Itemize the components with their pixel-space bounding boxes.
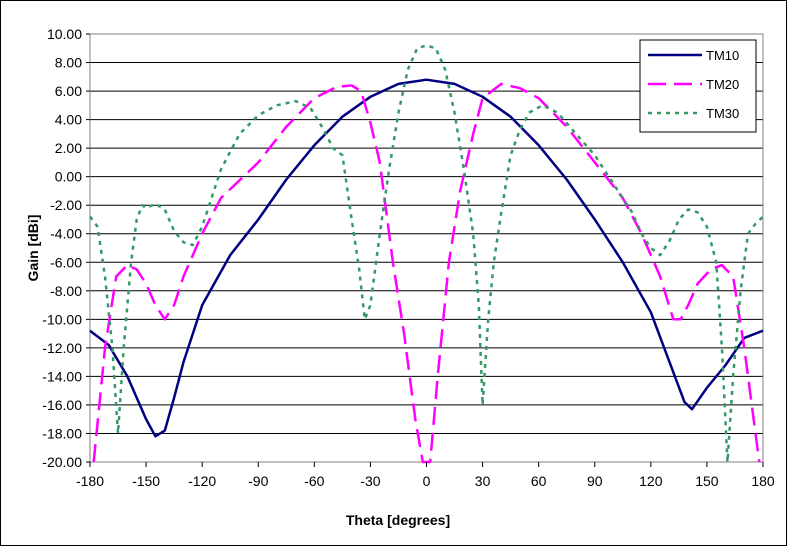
y-axis-ticks: 10.00 8.00 6.00 4.00 2.00 0.00 -2.00 -4.00 -6.00… xyxy=(42,26,90,470)
y-tick-label: -10.00 xyxy=(42,311,82,327)
y-tick-label: -12.00 xyxy=(42,340,82,356)
x-tick-label: -180 xyxy=(76,473,104,489)
x-tick-label: 150 xyxy=(695,473,719,489)
x-axis-ticks: -180 -150 -120 -90 -60 -30 0 30 60 90 120 150 180 xyxy=(76,462,775,489)
y-tick-label: -18.00 xyxy=(42,425,82,441)
x-tick-label: 0 xyxy=(423,473,431,489)
legend: TM10 TM20 TM30 xyxy=(639,39,757,133)
x-tick-label: -90 xyxy=(248,473,268,489)
y-axis-title: Gain [dBi] xyxy=(25,215,41,282)
y-tick-label: 6.00 xyxy=(55,83,82,99)
legend-label-tm10: TM10 xyxy=(706,48,739,63)
y-tick-label: -6.00 xyxy=(50,254,82,270)
y-tick-label: -16.00 xyxy=(42,397,82,413)
x-axis-title: Theta [degrees] xyxy=(346,512,450,528)
y-tick-label: 10.00 xyxy=(47,26,82,42)
legend-label-tm30: TM30 xyxy=(706,106,739,121)
x-tick-label: 90 xyxy=(587,473,603,489)
x-tick-label: 120 xyxy=(639,473,663,489)
x-tick-label: -60 xyxy=(304,473,324,489)
legend-label-tm20: TM20 xyxy=(706,77,739,92)
y-tick-label: 4.00 xyxy=(55,112,82,128)
y-tick-label: -2.00 xyxy=(50,197,82,213)
y-tick-label: -20.00 xyxy=(42,454,82,470)
series-line-tm30 xyxy=(89,44,764,464)
y-tick-label: 0.00 xyxy=(55,169,82,185)
y-tick-label: -8.00 xyxy=(50,283,82,299)
series-line-tm10 xyxy=(89,78,764,438)
x-tick-label: 30 xyxy=(475,473,491,489)
x-tick-label: -120 xyxy=(188,473,216,489)
x-tick-label: 60 xyxy=(531,473,547,489)
y-tick-label: -4.00 xyxy=(50,226,82,242)
x-tick-label: 180 xyxy=(751,473,775,489)
x-tick-label: -30 xyxy=(360,473,380,489)
y-tick-label: 2.00 xyxy=(55,140,82,156)
x-tick-label: -150 xyxy=(132,473,160,489)
y-tick-label: -14.00 xyxy=(42,368,82,384)
y-tick-label: 8.00 xyxy=(55,55,82,71)
